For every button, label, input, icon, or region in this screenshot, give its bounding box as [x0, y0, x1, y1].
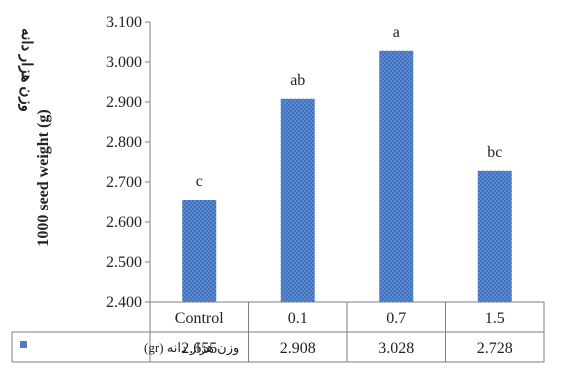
y-tick-label: 2.900 [106, 94, 142, 111]
data-value-label: 2.655 [181, 340, 217, 357]
y-tick-label: 2.800 [106, 134, 142, 151]
significance-letter: bc [487, 144, 502, 161]
y-tick-label: 2.600 [106, 214, 142, 231]
data-value-label: 3.028 [378, 340, 414, 357]
y-tick-label: 2.400 [106, 294, 142, 311]
legend-swatch [20, 341, 27, 348]
category-label: 1.5 [485, 310, 505, 327]
y-axis-title: 1000 seed weight (g) [35, 109, 52, 246]
category-label: Control [175, 310, 224, 327]
bar [182, 200, 217, 302]
category-label: 0.1 [288, 310, 308, 327]
category-label: 0.7 [386, 310, 406, 327]
data-value-label: 2.908 [280, 340, 316, 357]
significance-letter: c [196, 173, 203, 190]
data-value-label: 2.728 [477, 340, 513, 357]
y-tick-label: 2.700 [106, 174, 142, 191]
y-tick-label: 3.000 [106, 54, 142, 71]
bar [477, 170, 512, 302]
legend-label: وزن هزار دانه (gr) [144, 340, 239, 356]
y-axis-title-persian: وزن هزار دانه [18, 28, 34, 112]
bar [280, 98, 315, 302]
y-tick-label: 2.500 [106, 254, 142, 271]
bar [379, 50, 414, 302]
data-table: Control 2.655 0.1 2.908 0.7 3.028 1.5 2.728 وزن … [11, 301, 545, 363]
plot-area: 2.400 2.500 2.600 2.700 2.800 2.900 3.000 3.100… [106, 14, 512, 311]
significance-letter: ab [290, 72, 305, 89]
y-tick-label: 3.100 [106, 14, 142, 31]
significance-letter: a [393, 24, 400, 41]
